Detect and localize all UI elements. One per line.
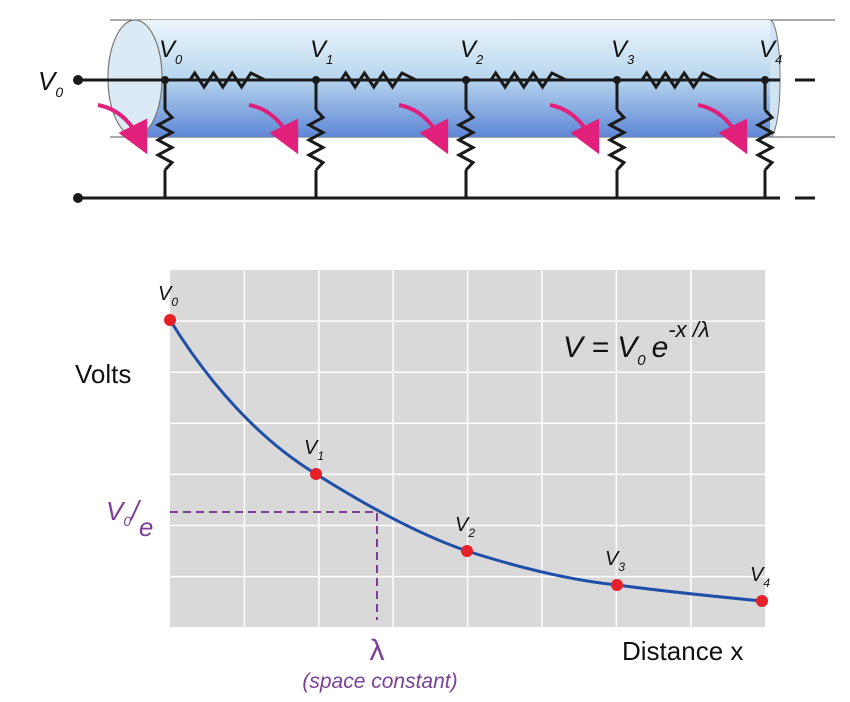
axial-resistor [188, 70, 266, 90]
label-sub: 2 [467, 526, 475, 540]
threshold-sub: 0 [123, 513, 131, 529]
label-sub: 0 [175, 52, 183, 67]
y-label: Volts [75, 359, 131, 389]
membrane-resistor [754, 108, 776, 172]
threshold-den: e [139, 512, 153, 542]
threshold-label: V0/e [106, 495, 153, 542]
slash: / [129, 495, 142, 526]
point-label: V4 [750, 564, 770, 590]
current-arrow [697, 103, 748, 155]
terminal [73, 193, 83, 203]
cylinder-face [107, 19, 163, 137]
node-label: V2 [460, 36, 484, 67]
eq-base: e [652, 331, 669, 364]
point-label: V0 [158, 283, 178, 309]
equation: V = V0 e-x /λ [563, 317, 710, 369]
point [461, 545, 473, 557]
point [611, 579, 623, 591]
label-sub: 0 [55, 84, 63, 100]
label-main: V [38, 66, 58, 96]
threshold-num: V [106, 496, 126, 526]
label-main: V [605, 548, 620, 570]
node-dot [761, 76, 769, 84]
grid [170, 270, 765, 629]
label-sub: 1 [317, 449, 324, 463]
label-main: V [455, 514, 470, 536]
label-main: V [310, 36, 328, 63]
eq-sub: 0 [637, 352, 646, 369]
label-main: V [304, 437, 319, 459]
membrane-resistor [455, 108, 477, 172]
membrane-resistor [305, 108, 327, 172]
label-main: V [750, 564, 765, 586]
label-main: V [159, 36, 177, 63]
label-sub: 1 [326, 52, 333, 67]
current-arrow [97, 103, 148, 155]
membrane-resistor [154, 108, 176, 172]
node-dot [462, 76, 470, 84]
label-sub: 3 [627, 52, 635, 67]
input-label: V0 [38, 66, 63, 100]
eq-lhs: V = V [563, 331, 640, 364]
point [164, 314, 176, 326]
x-label: Distance x [622, 636, 743, 666]
circuit: V0 V0 V1 V2 V3 V4 [38, 19, 835, 203]
label-sub: 4 [763, 576, 770, 590]
point-label: V3 [605, 548, 625, 574]
node-dot [161, 76, 169, 84]
lambda-symbol: λ [370, 634, 385, 667]
lambda-guide [170, 511, 378, 620]
label-main: V [759, 36, 777, 63]
label-main: V [611, 36, 629, 63]
node-dot [312, 76, 320, 84]
point-label: V1 [304, 437, 324, 463]
node-dot [613, 76, 621, 84]
membrane-resistor [606, 108, 628, 172]
lambda-caption: (space constant) [302, 670, 457, 693]
label-main: V [460, 36, 478, 63]
axial-resistor [489, 70, 567, 90]
axial-resistor [339, 70, 417, 90]
terminal [73, 75, 83, 85]
current-arrow [549, 103, 600, 155]
label-sub: 0 [171, 295, 178, 309]
current-arrow [398, 103, 449, 155]
node-label: V1 [310, 36, 333, 67]
label-sub: 2 [475, 52, 484, 67]
axial-resistor [640, 70, 718, 90]
eq-exponent: -x /λ [668, 317, 709, 342]
label-main: V [158, 283, 173, 305]
node-label: V4 [759, 36, 782, 67]
node-label: V0 [159, 36, 183, 67]
label-sub: 4 [775, 52, 782, 67]
current-arrow [248, 103, 299, 155]
label-sub: 3 [618, 560, 625, 574]
node-label: V3 [611, 36, 635, 67]
graph: Volts Distance x V = V0 e-x /λ V0/e λ (sp… [75, 270, 770, 693]
point [756, 595, 768, 607]
point-label: V2 [455, 514, 475, 540]
point [310, 468, 322, 480]
